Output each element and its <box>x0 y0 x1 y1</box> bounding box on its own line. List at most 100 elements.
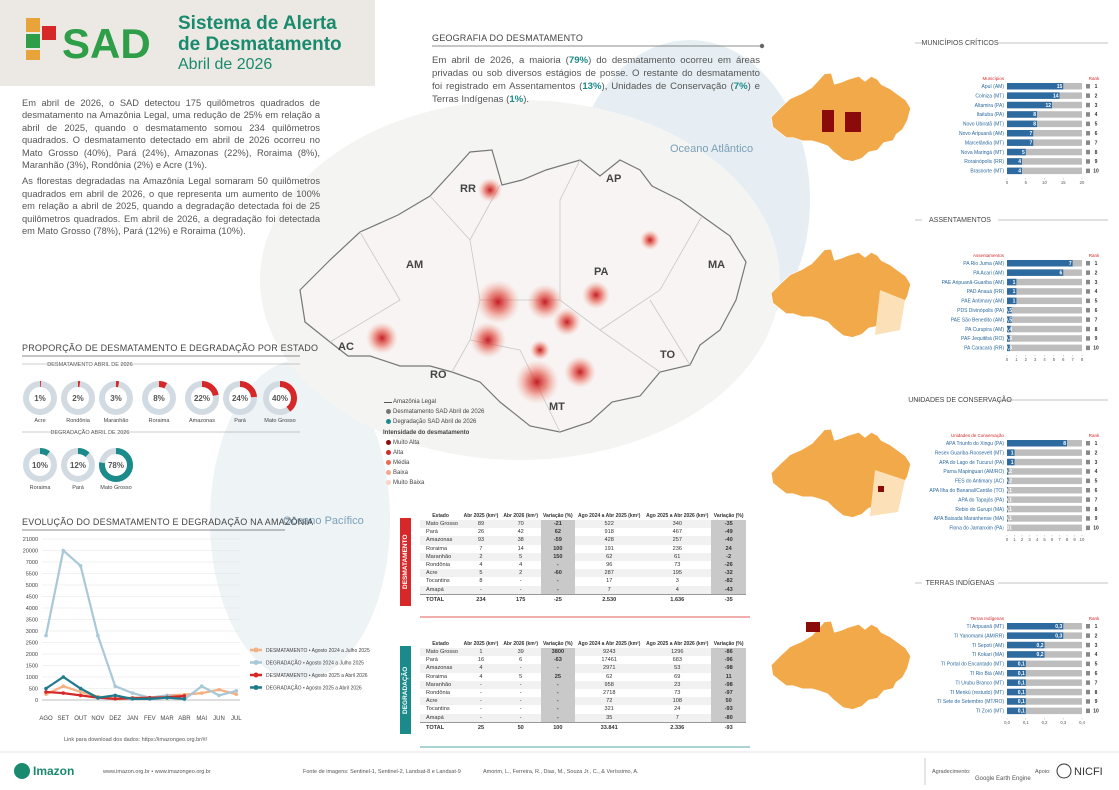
rank: 3 <box>1095 643 1098 649</box>
rank-icon <box>1086 140 1090 145</box>
table-cell: - <box>540 577 576 586</box>
legend-label: Baixa <box>393 470 409 476</box>
column-header: Abr 2026 (km²) <box>503 641 539 647</box>
mini-map-area <box>870 470 905 516</box>
rank-icon <box>1086 671 1090 676</box>
column-header: Variação (%) <box>713 513 744 519</box>
item-name: TI Menkü (restudo) (MT) <box>950 690 1005 696</box>
item-name: Novo Ubiratã (MT) <box>963 122 1004 128</box>
rank-icon <box>1086 680 1090 685</box>
table-cell: 4 <box>479 562 483 569</box>
value-label: 1 <box>1013 280 1016 286</box>
point <box>182 697 187 701</box>
column-header: Abr 2025 (km²) <box>463 513 499 519</box>
bar <box>1007 130 1034 137</box>
y-tick-label: 3500 <box>26 618 38 624</box>
rank: 2 <box>1095 450 1098 456</box>
legend-swatch <box>253 672 259 678</box>
value-label: 7 <box>1029 140 1032 146</box>
x-tick-label: 0,2 <box>1042 720 1048 725</box>
donut-arc <box>61 448 95 482</box>
table-cell: 23 <box>643 680 712 689</box>
value-label: 7 <box>1029 131 1032 137</box>
x-tick-label: MAR <box>160 716 174 722</box>
point <box>130 691 135 695</box>
legend-swatch <box>253 647 259 653</box>
donut-arc <box>185 381 219 415</box>
table-cell: - <box>519 706 522 713</box>
table-cell: 2718 <box>602 690 616 697</box>
list-header: Terras Indígenas <box>970 616 1004 621</box>
footer-brand: Imazon <box>33 764 74 778</box>
table-cell: 33.841 <box>575 721 644 734</box>
legend-swatch <box>385 470 391 475</box>
value-label: 0,1 <box>1005 516 1012 522</box>
x-tick-label: 9 <box>1073 537 1076 542</box>
intro-paragraph: Em abril de 2026, o SAD detectou 175 qui… <box>22 98 320 171</box>
table-cell: -26 <box>711 560 746 570</box>
rank-icon <box>1086 84 1090 89</box>
x-tick-label: 10 <box>1042 180 1047 185</box>
table-cell: 53 <box>643 664 712 673</box>
donut-name: Pará <box>72 485 85 491</box>
legend-label: Amazônia Legal <box>393 399 437 405</box>
rank: 7 <box>1095 680 1098 686</box>
item-name: PA Rio Juma (AM) <box>963 261 1004 267</box>
table-cell: - <box>540 664 576 673</box>
table-cell: Roraima <box>426 673 448 680</box>
panel-title: TERRAS INDÍGENAS <box>926 578 995 587</box>
table-cell: - <box>500 713 541 723</box>
table-cell: 62 <box>575 552 644 561</box>
x-tick-label: 3 <box>1028 537 1031 542</box>
hotspot <box>527 284 563 320</box>
bar-track <box>1007 148 1082 156</box>
rank: 8 <box>1095 150 1098 156</box>
bar <box>1007 505 1008 513</box>
bar <box>1007 335 1010 342</box>
y-tick-label: 1000 <box>26 675 38 681</box>
rank-icon <box>1086 121 1090 127</box>
table-cell: 340 <box>643 520 712 529</box>
ocean-label: Oceano Pacífico <box>283 515 364 527</box>
x-tick-label: 6 <box>1062 357 1065 362</box>
item-name: Flona do Jamanxim (PA) <box>949 526 1004 532</box>
x-tick-label: 0 <box>1006 537 1009 542</box>
y-tick-label: 0 <box>35 698 38 704</box>
point <box>130 697 135 701</box>
rank-icon <box>1086 261 1090 266</box>
point <box>113 697 117 701</box>
column-header: Variação (%) <box>542 513 573 519</box>
rank-icon <box>1086 289 1090 294</box>
logo-square <box>26 18 40 32</box>
hotspot <box>530 340 550 360</box>
item-name: APA Baixada Maranhense (MA) <box>934 516 1005 522</box>
table-cell: 62 <box>606 673 613 680</box>
y-tick-label: 500 <box>29 687 38 693</box>
item-name: Itaituba (PA) <box>977 112 1005 118</box>
table-cell: Mato Grosso <box>420 648 462 657</box>
table-cell: 70 <box>500 520 541 529</box>
list-header: Rank <box>1089 76 1100 81</box>
rank: 3 <box>1095 280 1098 286</box>
bar <box>1007 101 1052 109</box>
table-body: Mato Grosso 89 70 -21 522 340 -35 Pará 26 42 62 918… <box>420 520 746 606</box>
table-cell: -98 <box>711 680 746 689</box>
bar-track <box>1007 505 1082 513</box>
bar <box>1007 139 1034 146</box>
item-name: PAE Aripuanã-Guariba (AM) <box>942 280 1005 286</box>
point <box>61 548 66 553</box>
point <box>165 695 169 700</box>
rank-icon <box>1086 159 1090 164</box>
bar <box>1007 632 1064 639</box>
rank: 5 <box>1095 299 1098 305</box>
value-label: 0,1 <box>1018 680 1025 686</box>
title-bg <box>922 38 998 48</box>
legend-title: Intensidade do desmatamento <box>383 430 470 436</box>
table-cell: 5 <box>500 552 541 561</box>
bar <box>1007 260 1073 267</box>
group-title: DEGRADAÇÃO ABRIL DE 2026 <box>51 429 130 436</box>
legend-label: Muito Baixa <box>393 480 425 486</box>
table-cell: 42 <box>517 529 524 536</box>
bar <box>1007 698 1026 705</box>
